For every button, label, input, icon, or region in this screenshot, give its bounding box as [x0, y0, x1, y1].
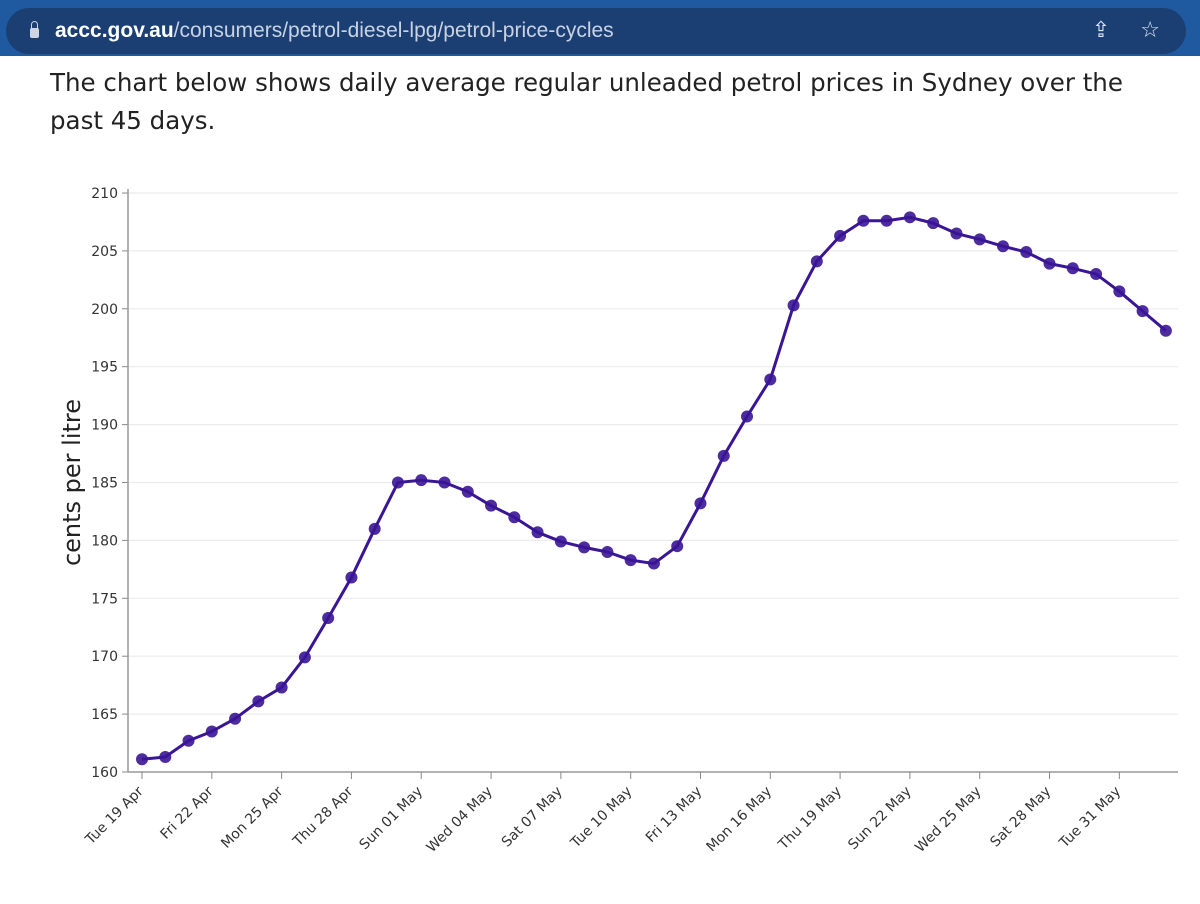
data-point: [252, 695, 265, 708]
data-point: [415, 474, 428, 487]
url-domain: accc.gov.au: [55, 19, 174, 42]
data-point: [810, 255, 823, 268]
y-tick-label: 170: [91, 649, 118, 665]
data-point: [298, 651, 311, 664]
data-point: [671, 540, 684, 553]
x-tick-label: Thu 28 Apr: [290, 783, 357, 850]
data-point: [1090, 268, 1103, 281]
y-tick-label: 200: [91, 302, 118, 318]
data-point: [229, 712, 242, 725]
data-point: [531, 526, 544, 539]
y-tick-label: 210: [91, 186, 118, 202]
star-icon[interactable]: ☆: [1140, 18, 1160, 43]
data-point: [1020, 246, 1033, 259]
data-point: [857, 214, 870, 227]
address-bar[interactable]: accc.gov.au/consumers/petrol-diesel-lpg/…: [6, 8, 1186, 54]
share-icon[interactable]: ⇪: [1091, 18, 1111, 43]
y-tick-label: 175: [91, 591, 118, 607]
data-point: [601, 545, 614, 558]
data-point: [787, 299, 800, 312]
data-point: [159, 750, 172, 763]
data-point: [717, 449, 730, 462]
data-point: [391, 476, 404, 489]
data-point: [1136, 305, 1149, 318]
lock-icon: [30, 21, 39, 38]
y-axis-label: cents per litre: [58, 399, 86, 566]
data-point: [205, 725, 218, 738]
data-point: [950, 227, 963, 240]
data-point: [647, 557, 660, 570]
data-point: [1066, 262, 1079, 275]
series-line: [141, 215, 1167, 761]
data-point: [182, 734, 195, 747]
x-tick-label: Tue 19 Apr: [82, 783, 147, 848]
data-point: [438, 476, 451, 489]
data-point: [903, 211, 916, 224]
x-tick-label: Sun 22 May: [845, 784, 915, 854]
data-point: [136, 753, 148, 766]
url-text[interactable]: accc.gov.au/consumers/petrol-diesel-lpg/…: [55, 19, 614, 43]
browser-toolbar: accc.gov.au/consumers/petrol-diesel-lpg/…: [0, 0, 1200, 56]
data-point: [578, 541, 591, 554]
data-point: [996, 240, 1009, 253]
x-tick-label: Thu 19 May: [775, 784, 845, 854]
data-point: [485, 499, 498, 512]
data-point: [1159, 324, 1172, 337]
data-point: [880, 214, 893, 227]
y-tick-label: 180: [91, 533, 118, 549]
data-point: [554, 535, 567, 548]
y-tick-label: 185: [91, 476, 118, 492]
data-point: [508, 511, 521, 524]
data-point: [741, 410, 754, 423]
x-tick-label: Wed 25 May: [912, 784, 984, 856]
data-point: [927, 217, 940, 230]
y-tick-label: 165: [91, 707, 118, 723]
x-tick-label: Mon 16 May: [704, 784, 776, 856]
x-tick-label: Fri 22 Apr: [158, 783, 217, 842]
data-point: [624, 554, 637, 567]
x-tick-label: Tue 10 May: [567, 784, 635, 852]
data-point: [834, 229, 847, 242]
y-tick-label: 195: [91, 360, 118, 376]
data-point: [322, 611, 335, 624]
y-tick-label: 160: [91, 765, 118, 781]
data-point: [973, 233, 986, 246]
x-tick-label: Fri 13 May: [643, 784, 705, 846]
x-tick-label: Sat 28 May: [987, 784, 1054, 851]
x-tick-label: Mon 25 Apr: [218, 783, 286, 851]
x-tick-label: Tue 31 May: [1056, 784, 1124, 852]
data-point: [345, 571, 358, 584]
data-point: [1043, 257, 1056, 270]
intro-text: The chart below shows daily average regu…: [50, 68, 1123, 135]
x-tick-label: Wed 04 May: [424, 784, 496, 856]
y-tick-label: 205: [91, 244, 118, 260]
y-tick-label: 190: [91, 418, 118, 434]
x-tick-label: Sat 07 May: [499, 784, 566, 851]
data-point: [694, 497, 707, 510]
x-tick-label: Sun 01 May: [357, 784, 427, 854]
url-path: /consumers/petrol-diesel-lpg/petrol-pric…: [173, 19, 614, 42]
data-point: [275, 681, 288, 694]
data-point: [461, 485, 474, 498]
data-point: [764, 373, 777, 386]
data-point: [368, 522, 381, 535]
data-point: [1113, 285, 1126, 298]
